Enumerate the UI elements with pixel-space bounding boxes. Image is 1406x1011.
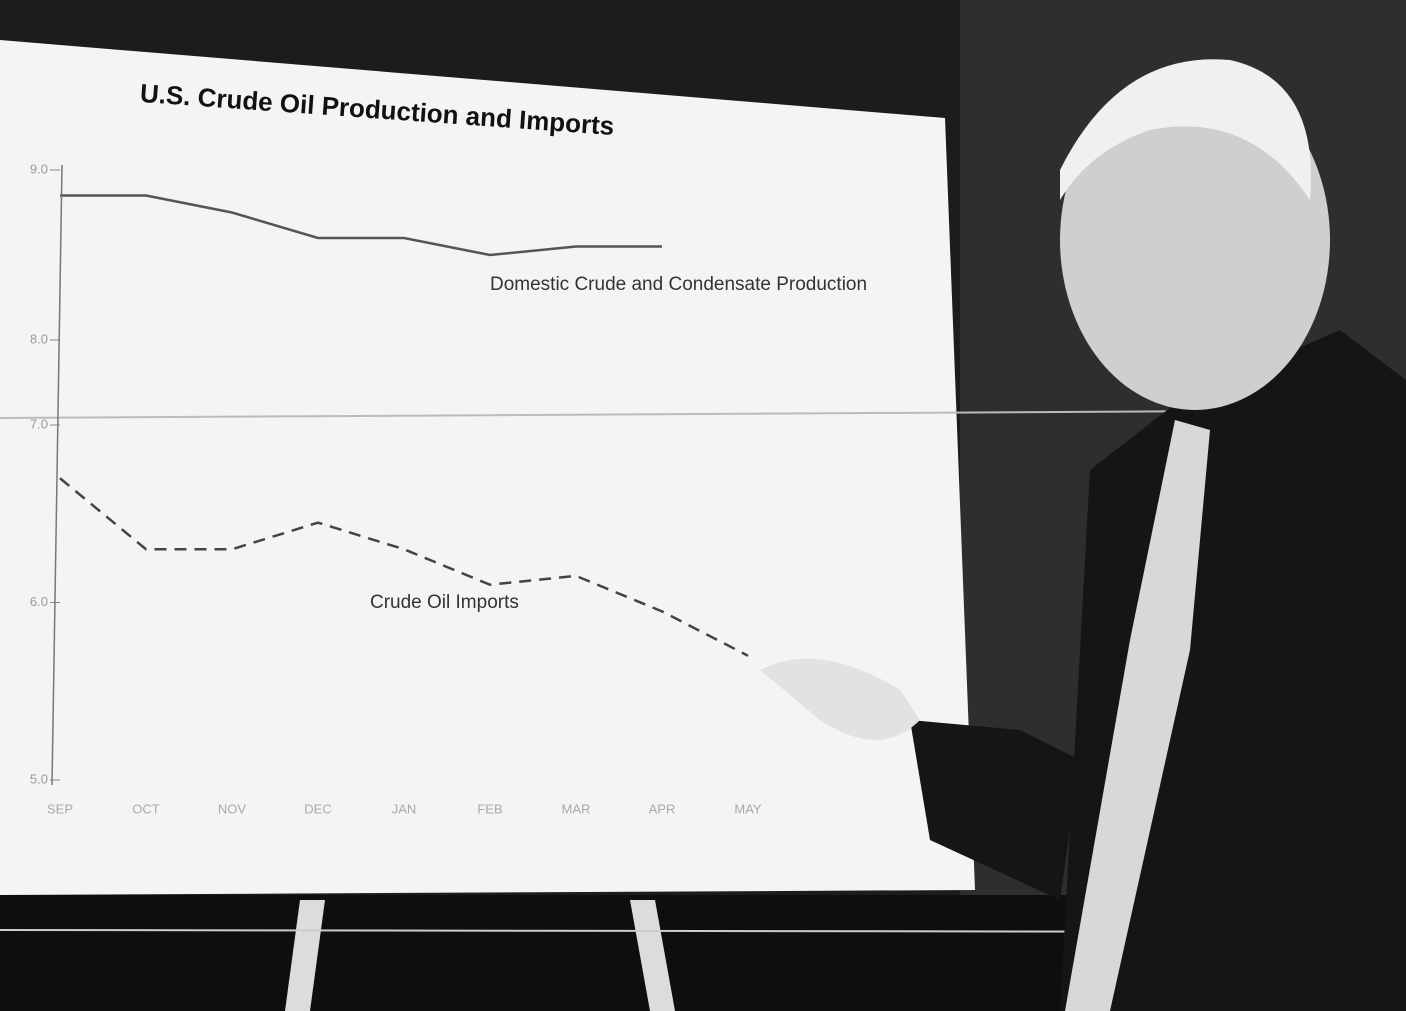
series-label: Domestic Crude and Condensate Production: [490, 274, 867, 295]
y-tick-label: 9.0: [30, 161, 48, 176]
y-tick-label: 7.0: [30, 416, 48, 431]
x-tick-label: NOV: [218, 801, 247, 816]
chart-board: [0, 40, 975, 895]
x-tick-label: SEP: [47, 801, 73, 816]
x-tick-label: OCT: [132, 801, 160, 816]
photo: 8.0 9.0 Domestic Crude and Condensate Prod…: [0, 0, 1406, 1011]
x-tick-label: APR: [649, 801, 676, 816]
x-tick-label: FEB: [477, 801, 502, 816]
y-tick-label: 6.0: [30, 594, 48, 609]
y-tick-label: 8.0: [30, 331, 48, 346]
y-tick-label: 5.0: [30, 771, 48, 786]
series-label: Crude Oil Imports: [370, 592, 519, 613]
page: 8.0 9.0 Domestic Crude and Condensate Prod…: [0, 0, 1406, 1011]
x-tick-label: JAN: [392, 801, 417, 816]
x-tick-label: MAY: [734, 801, 762, 816]
x-tick-label: DEC: [304, 801, 331, 816]
x-tick-label: MAR: [562, 801, 591, 816]
